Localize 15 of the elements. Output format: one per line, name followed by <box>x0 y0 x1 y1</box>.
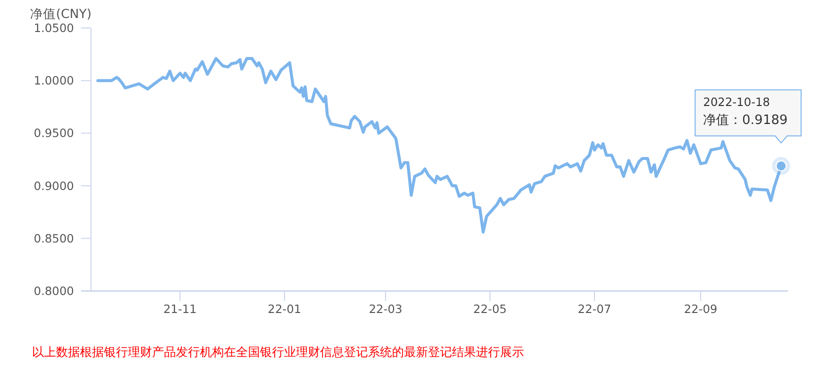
y-tick-label: 0.8000 <box>34 284 74 298</box>
y-tick-label: 1.0500 <box>34 21 74 35</box>
x-tick-label: 21-11 <box>163 302 197 316</box>
x-tick-label: 22-05 <box>473 302 507 316</box>
x-tick-label: 22-07 <box>578 302 612 316</box>
x-tick-label: 22-01 <box>268 302 302 316</box>
annotation: 2022-10-18 净值：0.9189 <box>703 94 788 128</box>
text: 以上数据根据银行理财产品发行机构在全国银行业理财信息登记系统的最新登记结果进行展示 <box>32 345 524 359</box>
y-tick-label: 1.0000 <box>34 74 74 88</box>
y-axis-title: 净值(CNY) <box>30 6 92 21</box>
x-tick-label: 22-09 <box>684 302 718 316</box>
x-tick-label: 22-03 <box>368 302 402 316</box>
y-tick-label: 0.9000 <box>34 178 74 193</box>
y-tick-label: 0.8500 <box>34 231 74 246</box>
y-tick-label: 0.9500 <box>34 126 74 140</box>
